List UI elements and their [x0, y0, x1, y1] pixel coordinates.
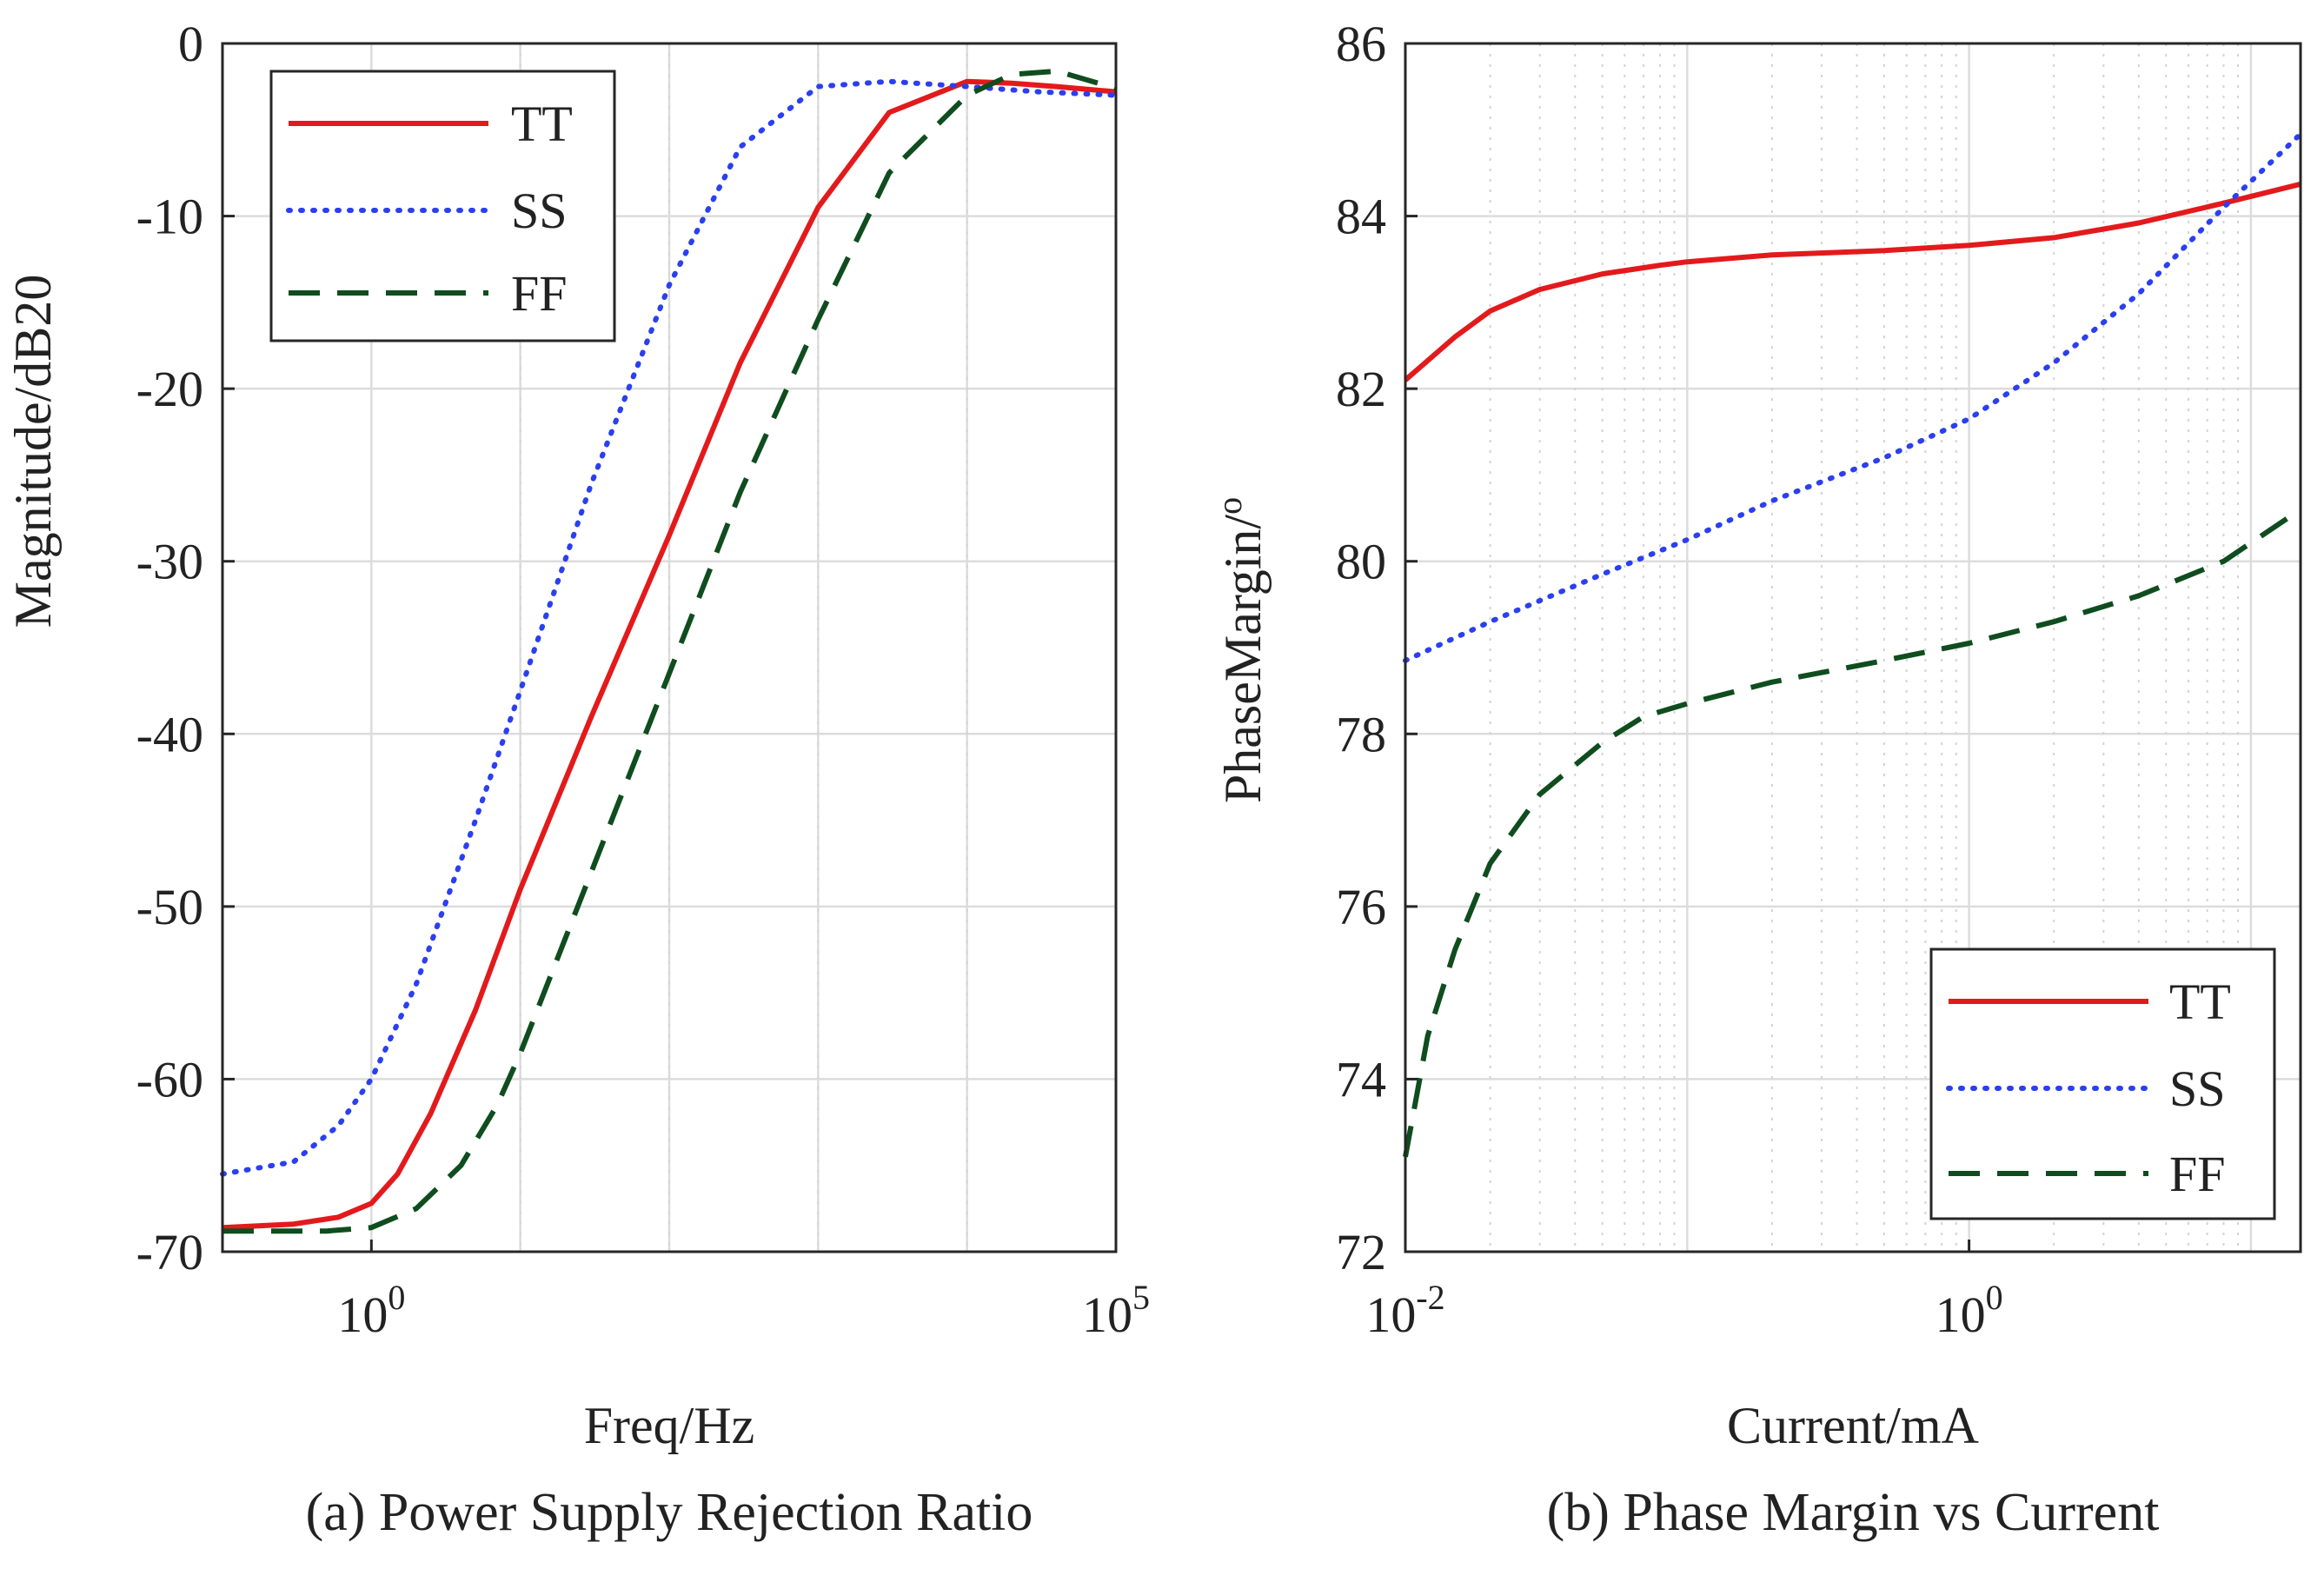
phase-margin-axes-frame [1404, 42, 2302, 1253]
phase-margin-series-tt-line [1404, 181, 2301, 382]
psrr-y-tick-label: -30 [136, 534, 203, 590]
psrr-y-ticks: 0 -10 -20 -30 -40 -50 -60 -70 [136, 16, 235, 1280]
phase-margin-plot-area [1403, 131, 2303, 1158]
psrr-y-tick-label: -70 [136, 1224, 203, 1280]
phase-margin-y-axis-degree: o [1210, 497, 1249, 515]
psrr-y-axis-label: Magnitude/dB20 [4, 275, 62, 628]
psrr-series-ss-line [220, 78, 1119, 1177]
phase-margin-legend-label-tt: TT [2169, 974, 2231, 1030]
psrr-x-ticks: 100 105 [337, 1240, 1150, 1343]
psrr-y-tick-label: -40 [136, 706, 203, 762]
psrr-y-tick-label: 0 [178, 16, 203, 72]
psrr-x-tick-label: 100 [337, 1278, 405, 1343]
phase-margin-legend-label-ff: FF [2169, 1146, 2226, 1202]
phase-margin-series-ss-line [1403, 131, 2303, 663]
psrr-plot-area [220, 68, 1119, 1234]
phase-margin-x-tick-exponent: 0 [1986, 1278, 2003, 1317]
phase-margin-y-tick-label: 74 [1336, 1051, 1386, 1107]
phase-margin-x-tick-label: 10-2 [1365, 1278, 1444, 1343]
phase-margin-y-axis-label-text: PhaseMargin/ [1214, 515, 1272, 804]
phase-margin-y-tick-label: 86 [1336, 16, 1386, 72]
psrr-legend-label-ss: SS [511, 183, 568, 239]
psrr-legend-label-ff: FF [511, 265, 568, 322]
psrr-x-tick-label: 105 [1082, 1278, 1150, 1343]
phase-margin-legend: TT SS FF [1929, 947, 2276, 1220]
psrr-series-ff-line [222, 68, 1117, 1234]
psrr-y-tick-label: -60 [136, 1051, 203, 1107]
phase-margin-y-tick-label: 72 [1336, 1224, 1386, 1280]
phase-margin-x-tick-label: 100 [1936, 1278, 2003, 1343]
psrr-x-tick-exponent: 0 [388, 1278, 405, 1317]
psrr-legend-box [269, 70, 616, 342]
phase-margin-x-tick-exponent: -2 [1416, 1278, 1444, 1317]
phase-margin-legend-label-ss: SS [2169, 1060, 2226, 1117]
phase-margin-x-ticks: 10-2 100 [1365, 1240, 2003, 1343]
phase-margin-grid [1404, 42, 2301, 1253]
psrr-axes-frame [221, 42, 1118, 1253]
phase-margin-y-tick-label: 78 [1336, 706, 1386, 762]
phase-margin-x-tick-base: 10 [1936, 1286, 1986, 1343]
phase-margin-y-tick-label: 76 [1336, 879, 1386, 935]
phase-margin-y-tick-label: 84 [1336, 189, 1386, 245]
phase-margin-y-tick-label: 82 [1336, 361, 1386, 417]
psrr-y-tick-label: -10 [136, 189, 203, 245]
psrr-x-tick-base: 10 [1082, 1286, 1132, 1343]
phase-margin-y-tick-label: 80 [1336, 534, 1386, 590]
psrr-legend: TT SS FF [269, 70, 616, 342]
phase-margin-y-axis-label: PhaseMargin/o [1210, 497, 1272, 803]
phase-margin-y-ticks: 72 74 76 78 80 82 84 86 [1336, 16, 1418, 1280]
psrr-x-tick-exponent: 5 [1132, 1278, 1150, 1317]
psrr-series-tt-line [222, 78, 1117, 1231]
psrr-y-tick-label: -20 [136, 361, 203, 417]
psrr-chart: 0-10-20-30-40-50-60-70 100 105 Magnitude/… [4, 16, 1150, 1542]
phase-margin-series-ff-line [1403, 507, 2302, 1158]
psrr-x-tick-base: 10 [337, 1286, 388, 1343]
phase-margin-caption: (b) Phase Margin vs Current [1547, 1483, 2160, 1542]
psrr-x-axis-label: Freq/Hz [584, 1397, 755, 1454]
psrr-legend-label-tt: TT [511, 96, 573, 152]
phase-margin-x-axis-label: Current/mA [1727, 1397, 1979, 1454]
psrr-y-tick-label: -50 [136, 879, 203, 935]
phase-margin-x-tick-base: 10 [1365, 1286, 1416, 1343]
psrr-caption: (a) Power Supply Rejection Ratio [306, 1483, 1033, 1542]
